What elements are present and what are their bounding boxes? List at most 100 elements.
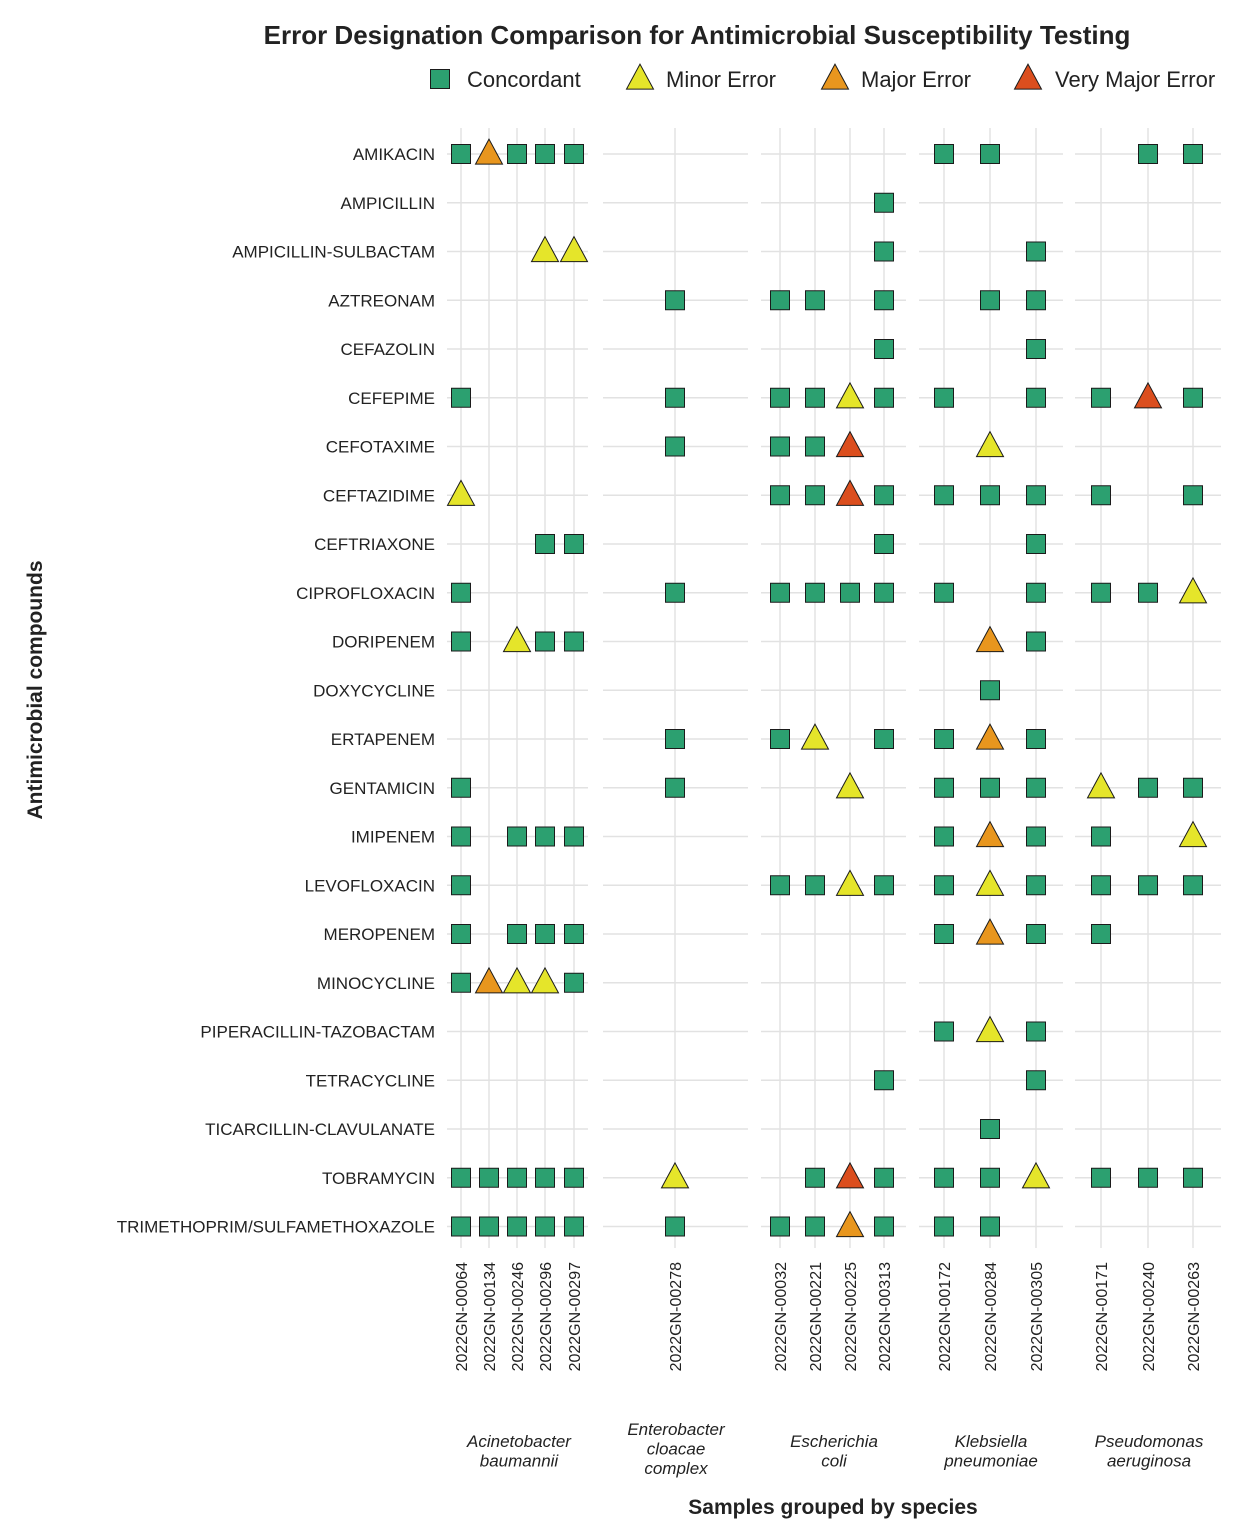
point-concordant-ticarcillin-clavulanate-2022gn-00284 [980, 1119, 1000, 1139]
point-concordant-doripenem-2022gn-00297 [564, 631, 584, 652]
point-concordant-ceftriaxone-2022gn-00297 [564, 534, 584, 554]
point-concordant-ampicillin-sulbactam-2022gn-00305 [1026, 241, 1046, 262]
x-tick-label-2022gn-00305: 2022GN-00305 [1029, 1262, 1046, 1372]
point-concordant-tobramycin-2022gn-00284 [980, 1167, 1000, 1188]
point-concordant-trimethoprim-sulfamethoxazole-2022gn-00064 [451, 1216, 471, 1237]
point-concordant-ceftriaxone-2022gn-00305 [1026, 534, 1046, 554]
point-concordant-amikacin-2022gn-00172 [934, 144, 954, 164]
point-concordant-levofloxacin-2022gn-00172 [934, 875, 954, 896]
y-axis-title: Antimicrobial compounds [24, 560, 47, 819]
point-concordant-imipenem-2022gn-00297 [564, 826, 584, 847]
point-minor-error-gentamicin-2022gn-00171 [1086, 771, 1116, 799]
point-concordant-gentamicin-2022gn-00263 [1183, 777, 1203, 798]
point-concordant-ampicillin-sulbactam-2022gn-00313 [874, 241, 894, 262]
point-minor-error-ceftazidime-2022gn-00064 [446, 479, 476, 506]
species-label-coli: coli [821, 1452, 848, 1471]
y-tick-label-cefepime: CEFEPIME [348, 389, 435, 408]
point-minor-error-ampicillin-sulbactam-2022gn-00297 [559, 235, 589, 263]
point-minor-error-cefotaxime-2022gn-00284 [975, 430, 1005, 458]
point-concordant-tobramycin-2022gn-00297 [564, 1167, 584, 1188]
x-axis-title: Samples grouped by species [688, 1496, 977, 1519]
point-concordant-aztreonam-2022gn-00278 [665, 290, 685, 311]
point-concordant-meropenem-2022gn-00296 [535, 924, 555, 944]
point-concordant-tobramycin-2022gn-00221 [805, 1167, 825, 1188]
point-concordant-levofloxacin-2022gn-00171 [1091, 875, 1111, 896]
species-label-pneumoniae: pneumoniae [943, 1452, 1038, 1471]
legend: Concordant Minor Error Major Error Very Maj… [430, 63, 1215, 92]
point-concordant-ertapenem-2022gn-00032 [770, 729, 790, 749]
y-tick-label-cefotaxime: CEFOTAXIME [326, 438, 435, 457]
species-label-enterobacter: Enterobacter [627, 1420, 726, 1439]
point-concordant-cefepime-2022gn-00171 [1091, 387, 1111, 408]
point-concordant-levofloxacin-2022gn-00221 [805, 875, 825, 896]
point-concordant-tetracycline-2022gn-00305 [1026, 1070, 1046, 1091]
point-minor-error-tobramycin-2022gn-00305 [1021, 1161, 1051, 1189]
y-tick-label-imipenem: IMIPENEM [351, 828, 435, 847]
point-concordant-cefotaxime-2022gn-00032 [770, 436, 790, 457]
point-concordant-imipenem-2022gn-00246 [507, 826, 527, 847]
point-concordant-tobramycin-2022gn-00064 [451, 1167, 471, 1188]
point-major-error-imipenem-2022gn-00284 [975, 820, 1005, 848]
x-tick-label-2022gn-00172: 2022GN-00172 [937, 1262, 954, 1372]
point-minor-error-minocycline-2022gn-00246 [502, 966, 532, 994]
point-concordant-tobramycin-2022gn-00246 [507, 1167, 527, 1188]
y-tick-label-ceftazidime: CEFTAZIDIME [323, 486, 435, 505]
point-major-error-minocycline-2022gn-00134 [474, 966, 504, 994]
point-minor-error-tobramycin-2022gn-00278 [660, 1161, 690, 1189]
point-concordant-ciprofloxacin-2022gn-00313 [874, 582, 894, 603]
x-axis-tick-labels: 2022GN-00064 2022GN-00134 2022GN-00246 2022… [454, 1262, 1203, 1372]
point-concordant-levofloxacin-2022gn-00263 [1183, 875, 1203, 896]
y-tick-label-levofloxacin: LEVOFLOXACIN [305, 876, 435, 895]
point-concordant-imipenem-2022gn-00296 [535, 826, 555, 847]
point-concordant-ampicillin-2022gn-00313 [874, 192, 894, 213]
point-concordant-levofloxacin-2022gn-00313 [874, 875, 894, 896]
point-minor-error-levofloxacin-2022gn-00284 [975, 869, 1005, 896]
point-concordant-imipenem-2022gn-00305 [1026, 826, 1046, 847]
point-minor-error-levofloxacin-2022gn-00225 [835, 869, 865, 896]
point-concordant-ceftriaxone-2022gn-00313 [874, 534, 894, 554]
point-concordant-ciprofloxacin-2022gn-00225 [840, 582, 860, 603]
point-minor-error-cefepime-2022gn-00225 [835, 381, 865, 409]
y-tick-label-gentamicin: GENTAMICIN [330, 779, 435, 798]
point-concordant-amikacin-2022gn-00284 [980, 144, 1000, 164]
y-tick-label-aztreonam: AZTREONAM [328, 291, 435, 310]
chart-title: Error Designation Comparison for Antimic… [264, 20, 1131, 50]
x-tick-label-2022gn-00313: 2022GN-00313 [877, 1262, 894, 1372]
point-concordant-tobramycin-2022gn-00296 [535, 1167, 555, 1188]
legend-label-very-major-error: Very Major Error [1055, 67, 1215, 92]
point-concordant-amikacin-2022gn-00263 [1183, 144, 1203, 164]
x-tick-label-2022gn-00134: 2022GN-00134 [482, 1262, 499, 1372]
point-concordant-ciprofloxacin-2022gn-00221 [805, 582, 825, 603]
point-concordant-trimethoprim-sulfamethoxazole-2022gn-00296 [535, 1216, 555, 1237]
point-concordant-aztreonam-2022gn-00305 [1026, 290, 1046, 311]
point-concordant-trimethoprim-sulfamethoxazole-2022gn-00221 [805, 1216, 825, 1237]
point-concordant-imipenem-2022gn-00171 [1091, 826, 1111, 847]
point-concordant-meropenem-2022gn-00171 [1091, 924, 1111, 944]
species-label-acinetobacter: Acinetobacter [466, 1432, 572, 1451]
point-concordant-cefotaxime-2022gn-00221 [805, 436, 825, 457]
point-concordant-trimethoprim-sulfamethoxazole-2022gn-00284 [980, 1216, 1000, 1237]
point-concordant-aztreonam-2022gn-00032 [770, 290, 790, 311]
point-concordant-ceftriaxone-2022gn-00296 [535, 534, 555, 554]
point-concordant-tobramycin-2022gn-00240 [1138, 1167, 1158, 1188]
legend-label-major-error: Major Error [861, 67, 971, 92]
species-label-klebsiella: Klebsiella [955, 1432, 1028, 1451]
point-concordant-gentamicin-2022gn-00284 [980, 777, 1000, 798]
x-tick-label-2022gn-00246: 2022GN-00246 [510, 1262, 527, 1372]
point-concordant-amikacin-2022gn-00297 [564, 144, 584, 164]
legend-label-concordant: Concordant [467, 67, 581, 92]
point-concordant-imipenem-2022gn-00064 [451, 826, 471, 847]
point-concordant-amikacin-2022gn-00296 [535, 144, 555, 164]
point-minor-error-imipenem-2022gn-00263 [1178, 820, 1208, 848]
point-concordant-levofloxacin-2022gn-00064 [451, 875, 471, 896]
point-concordant-ciprofloxacin-2022gn-00278 [665, 582, 685, 603]
legend-item-major-error: Major Error [820, 63, 971, 92]
y-tick-label-amikacin: AMIKACIN [353, 145, 435, 164]
species-label-escherichia: Escherichia [790, 1432, 878, 1451]
y-tick-label-doripenem: DORIPENEM [332, 633, 435, 652]
y-tick-label-tetracycline: TETRACYCLINE [306, 1071, 435, 1090]
point-concordant-cefepime-2022gn-00263 [1183, 387, 1203, 408]
point-concordant-amikacin-2022gn-00064 [451, 144, 471, 164]
point-concordant-ceftazidime-2022gn-00221 [805, 485, 825, 506]
